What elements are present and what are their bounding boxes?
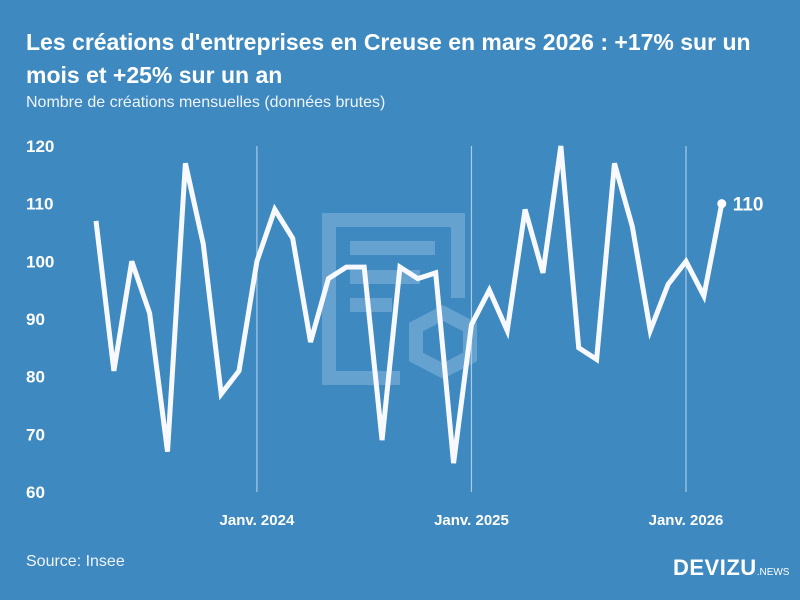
x-tick-label: Janv. 2024 [220, 512, 295, 529]
series-line [93, 145, 725, 464]
y-tick-label: 100 [26, 252, 54, 271]
x-tick-label: Janv. 2026 [649, 512, 724, 529]
watermark-icon [322, 213, 477, 385]
logo-main: DEVIZU [673, 555, 757, 580]
y-tick-label: 70 [26, 425, 45, 444]
last-value-label: 110 [733, 195, 764, 216]
source-note: Source: Insee [26, 553, 125, 570]
y-tick-label: 120 [26, 137, 54, 156]
devizu-logo: DEVIZU.NEWS [673, 555, 789, 581]
chart-subtitle: Nombre de créations mensuelles (données … [26, 94, 386, 111]
data-point [717, 199, 727, 209]
y-tick-label: 90 [26, 310, 45, 329]
x-tick-label: Janv. 2025 [434, 512, 509, 529]
y-tick-label: 110 [26, 195, 53, 214]
chart-title: Les créations d'entreprises en Creuse en… [26, 29, 751, 88]
y-tick-label: 80 [26, 368, 45, 387]
logo-suffix: .NEWS [756, 567, 790, 578]
y-tick-label: 60 [26, 483, 45, 502]
